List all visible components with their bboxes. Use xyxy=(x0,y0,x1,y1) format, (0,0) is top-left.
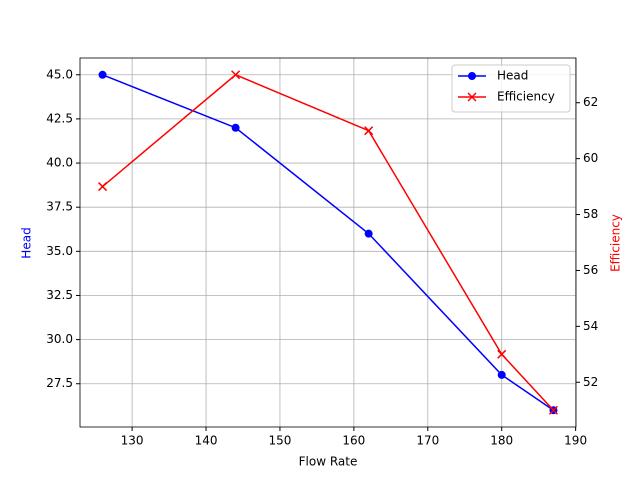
x-tick-label: 150 xyxy=(268,434,291,448)
marker xyxy=(231,123,240,132)
x-tick-label: 190 xyxy=(564,434,587,448)
y2-tick-label: 62 xyxy=(583,95,598,109)
x-tick-label: 170 xyxy=(416,434,439,448)
y2-tick-label: 60 xyxy=(583,151,598,165)
y-tick-label: 37.5 xyxy=(46,200,73,214)
y-tick-label: 30.0 xyxy=(46,332,73,346)
x-tick-label: 140 xyxy=(195,434,218,448)
y-tick-label: 40.0 xyxy=(46,156,73,170)
y-tick-label: 32.5 xyxy=(46,288,73,302)
y-tick-label: 35.0 xyxy=(46,244,73,258)
legend-label: Efficiency xyxy=(497,90,555,104)
y2-axis-label: Efficiency xyxy=(609,214,623,272)
marker xyxy=(497,370,506,379)
series-line xyxy=(102,73,555,411)
legend-marker xyxy=(467,92,477,102)
x-tick-label: 160 xyxy=(342,434,365,448)
y-tick-label: 27.5 xyxy=(46,376,73,390)
marker xyxy=(98,182,108,192)
y2-tick-label: 52 xyxy=(583,375,598,389)
y2-tick-label: 54 xyxy=(583,319,598,333)
y2-tick-label: 58 xyxy=(583,207,598,221)
y-tick-label: 45.0 xyxy=(46,67,73,81)
marker xyxy=(364,229,373,238)
x-tick-label: 180 xyxy=(490,434,513,448)
axes-frame xyxy=(79,57,577,428)
y2-tick-label: 56 xyxy=(583,263,598,277)
marker xyxy=(548,405,558,415)
series-line xyxy=(102,74,554,411)
y-axis-label: Head xyxy=(20,227,34,258)
marker xyxy=(231,70,241,80)
marker xyxy=(364,126,374,136)
marker xyxy=(497,349,507,359)
marker xyxy=(98,70,107,79)
legend-marker xyxy=(468,72,476,80)
x-tick-label: 130 xyxy=(121,434,144,448)
y-tick-label: 42.5 xyxy=(46,111,73,125)
legend-label: Head xyxy=(497,69,528,83)
x-axis-label: Flow Rate xyxy=(299,455,358,469)
